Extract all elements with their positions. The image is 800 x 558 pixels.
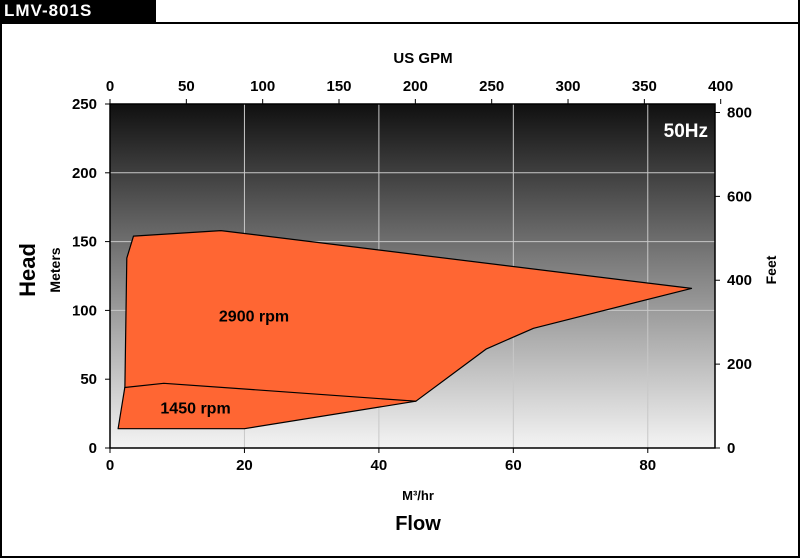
top-tick-label: 150 — [326, 78, 351, 95]
top-tick-label: 50 — [178, 78, 195, 95]
top-tick-label: 100 — [250, 78, 275, 95]
operating-area-1450rpm — [117, 382, 417, 430]
y-axis-label-main: Head — [15, 243, 40, 297]
y-tick-label: 100 — [72, 302, 97, 319]
top-tick-label: 200 — [403, 78, 428, 95]
top-tick-label: 0 — [106, 78, 114, 95]
right-tick-label: 600 — [727, 188, 752, 205]
frequency-badge: 50Hz — [664, 121, 708, 142]
model-label: LMV-801S — [0, 0, 156, 22]
y-tick-label: 50 — [80, 371, 97, 388]
operating-areas — [117, 230, 693, 430]
frame-bottom-border — [0, 556, 800, 558]
y-axis-label-sub: Meters — [47, 247, 63, 292]
chart-title: Flow — [395, 513, 441, 535]
right-tick-label: 400 — [727, 272, 752, 289]
y-tick-label: 0 — [89, 440, 97, 457]
y-tick-label: 200 — [72, 165, 97, 182]
right-tick-label: 0 — [727, 440, 735, 457]
y-tick-label: 150 — [72, 234, 97, 251]
plot-border — [109, 103, 716, 449]
right-axis-ticks: 0 200 400 600 800 — [715, 104, 752, 457]
y-tick-label: 250 — [72, 96, 97, 113]
x-tick-label: 80 — [639, 457, 656, 474]
x-tick-label: 60 — [505, 457, 522, 474]
top-tick-label: 400 — [708, 78, 733, 95]
right-tick-label: 200 — [727, 356, 752, 373]
series-label: 1450 rpm — [160, 401, 230, 418]
y-axis-ticks: 0 50 100 150 200 250 — [72, 96, 110, 457]
right-axis-label: Feet — [763, 255, 779, 284]
top-tick-label: 250 — [479, 78, 504, 95]
series-labels: 2900 rpm 1450 rpm — [160, 308, 289, 417]
frame-left-border — [0, 22, 2, 558]
x-axis-ticks: 0 20 40 60 80 — [106, 448, 656, 474]
top-axis-ticks: 0 50 100 150 200 250 300 350 400 — [106, 78, 733, 104]
right-tick-label: 800 — [727, 104, 752, 121]
top-axis-label: US GPM — [393, 50, 452, 67]
x-tick-label: 40 — [371, 457, 388, 474]
x-tick-label: 0 — [106, 457, 114, 474]
x-axis-label: M³/hr — [402, 488, 434, 503]
x-tick-label: 20 — [236, 457, 253, 474]
series-label: 2900 rpm — [219, 308, 289, 325]
frame-top-border — [0, 22, 800, 24]
frame-right-border — [798, 0, 800, 558]
top-tick-label: 350 — [632, 78, 657, 95]
top-tick-label: 300 — [556, 78, 581, 95]
